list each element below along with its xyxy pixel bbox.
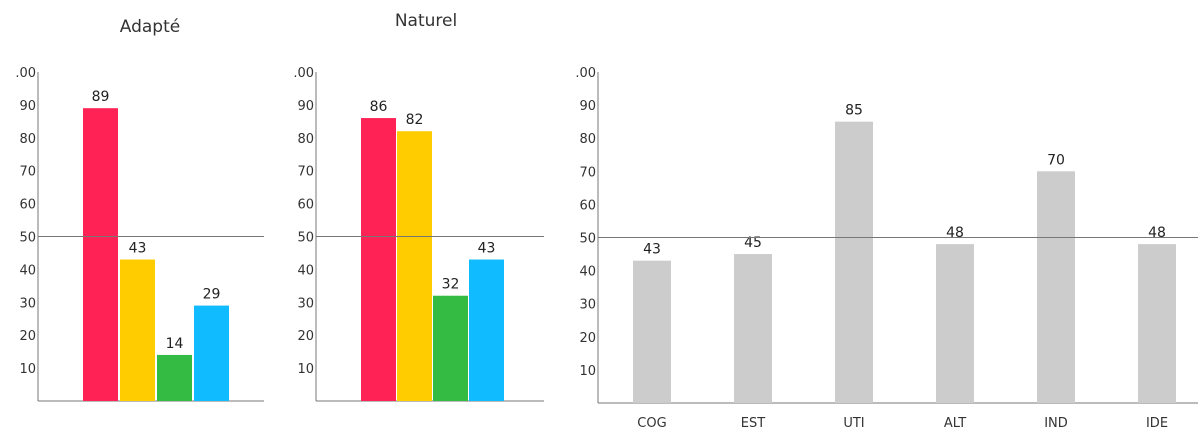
bar: [835, 121, 873, 404]
y-tick-label: 50: [579, 232, 596, 247]
x-category-label: UTI: [843, 416, 864, 429]
chart-title-naturel: Naturel: [395, 11, 457, 31]
y-tick-label: 80: [579, 132, 596, 147]
bar: [157, 354, 192, 401]
bar-value-label: 43: [643, 242, 661, 258]
bar-value-label: 86: [370, 99, 388, 115]
y-tick-label: 70: [297, 165, 314, 180]
bar: [633, 260, 671, 403]
y-tick-label: 60: [19, 198, 36, 213]
bar-value-label: 43: [129, 241, 147, 257]
y-tick-label: 40: [297, 263, 314, 278]
y-tick-label: 50: [297, 231, 314, 246]
y-tick-label: 20: [297, 329, 314, 344]
y-tick-label: .00: [15, 66, 36, 81]
x-category-label: ALT: [944, 416, 966, 429]
bar-value-label: 85: [845, 103, 863, 119]
y-tick-label: 70: [19, 165, 36, 180]
x-category-label: IDE: [1146, 416, 1168, 429]
bar: [1138, 244, 1176, 403]
y-tick-label: 90: [579, 99, 596, 114]
bar-value-label: 29: [203, 287, 221, 303]
bar: [433, 295, 468, 401]
y-tick-label: 30: [579, 298, 596, 313]
bar-value-label: 14: [166, 336, 184, 352]
y-tick-label: .00: [575, 66, 596, 81]
y-tick-label: 50: [19, 231, 36, 246]
bar: [1037, 171, 1075, 403]
chart-adapte: Adapté .00 90 80 70 60 50 40 30 20 10 89 43 14 29: [15, 17, 264, 402]
y-tick-label: 30: [19, 296, 36, 311]
y-tick-label: 90: [19, 99, 36, 114]
bar: [361, 118, 396, 401]
y-tick-label: 60: [579, 198, 596, 213]
bar-value-label: 48: [1148, 225, 1166, 241]
y-tick-label: 10: [19, 362, 36, 377]
y-tick-label: .00: [293, 66, 314, 81]
y-tick-label: 10: [579, 364, 596, 379]
y-tick-label: 20: [19, 329, 36, 344]
bar: [120, 259, 155, 401]
x-category-label: COG: [637, 416, 666, 429]
y-tick-label: 80: [19, 132, 36, 147]
bar: [397, 131, 432, 401]
bar-value-label: 32: [442, 277, 460, 293]
bar-value-label: 45: [744, 235, 762, 251]
bar: [936, 244, 974, 403]
y-tick-label: 90: [297, 99, 314, 114]
bar-value-label: 48: [946, 225, 964, 241]
bar-value-label: 89: [92, 89, 110, 105]
y-tick-label: 30: [297, 296, 314, 311]
y-tick-label: 20: [579, 331, 596, 346]
chart-naturel: Naturel .00 90 80 70 60 50 40 30 20 10 86 82 32 43: [293, 11, 544, 402]
y-tick-label: 40: [19, 263, 36, 278]
y-tick-label: 80: [297, 132, 314, 147]
x-category-label: EST: [741, 416, 765, 429]
bar-value-label: 43: [478, 241, 496, 257]
chart-title-adapte: Adapté: [120, 17, 180, 37]
bar-value-label: 82: [406, 112, 424, 128]
bar: [83, 108, 118, 401]
y-tick-label: 60: [297, 198, 314, 213]
x-category-label: IND: [1044, 416, 1068, 429]
y-tick-label: 40: [579, 265, 596, 280]
y-tick-label: 70: [579, 165, 596, 180]
y-tick-label: 10: [297, 362, 314, 377]
chart-dimensions: .00 90 80 70 60 50 40 30 20 10 43 COG 45 EST 85 UTI 48 AL…: [575, 66, 1198, 429]
bar: [469, 259, 504, 401]
bar-value-label: 70: [1047, 152, 1065, 168]
bar: [734, 254, 772, 403]
bar: [194, 305, 229, 401]
